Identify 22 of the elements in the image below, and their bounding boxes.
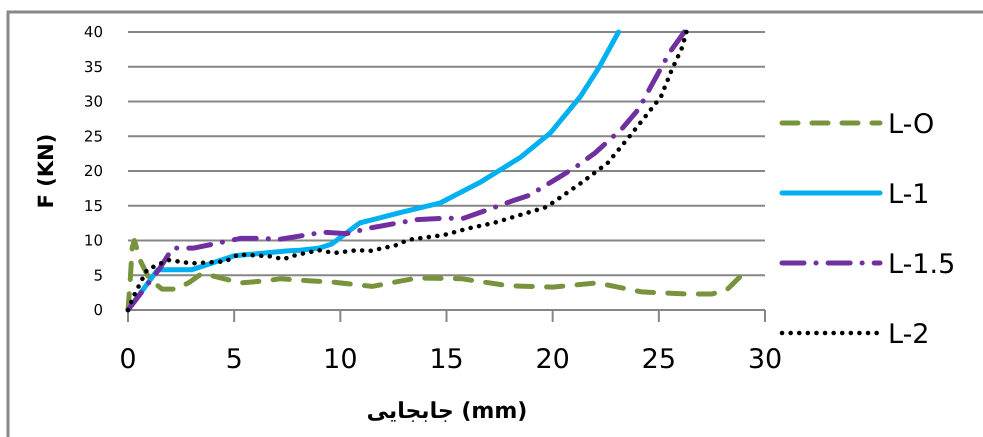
y-tick-label: 5 <box>93 266 103 284</box>
x-tick-label: 0 <box>119 344 137 375</box>
y-tick-label: 0 <box>93 301 103 319</box>
x-axis-title: جابجایی (mm) <box>366 399 528 424</box>
legend-label: L-2 <box>888 319 930 350</box>
x-tick-label: 5 <box>226 344 243 375</box>
y-tick-label: 10 <box>84 232 103 250</box>
x-tick-label: 10 <box>323 344 358 375</box>
x-tick-label: 25 <box>642 344 676 375</box>
y-axis-title: F (KN) <box>34 134 58 208</box>
y-tick-label: 15 <box>84 196 103 215</box>
y-tick-label: 35 <box>84 58 103 76</box>
y-tick-label: 40 <box>84 23 103 41</box>
x-tick-label: 20 <box>535 344 570 375</box>
legend-label: L-1 <box>888 179 930 210</box>
x-tick-label: 15 <box>429 344 464 375</box>
legend-label: L-1.5 <box>888 249 956 280</box>
y-tick-label: 20 <box>84 162 103 180</box>
legend-label: L-O <box>888 109 934 140</box>
y-tick-label: 25 <box>84 127 103 146</box>
x-tick-label: 30 <box>748 344 782 375</box>
y-tick-label: 30 <box>84 92 103 110</box>
